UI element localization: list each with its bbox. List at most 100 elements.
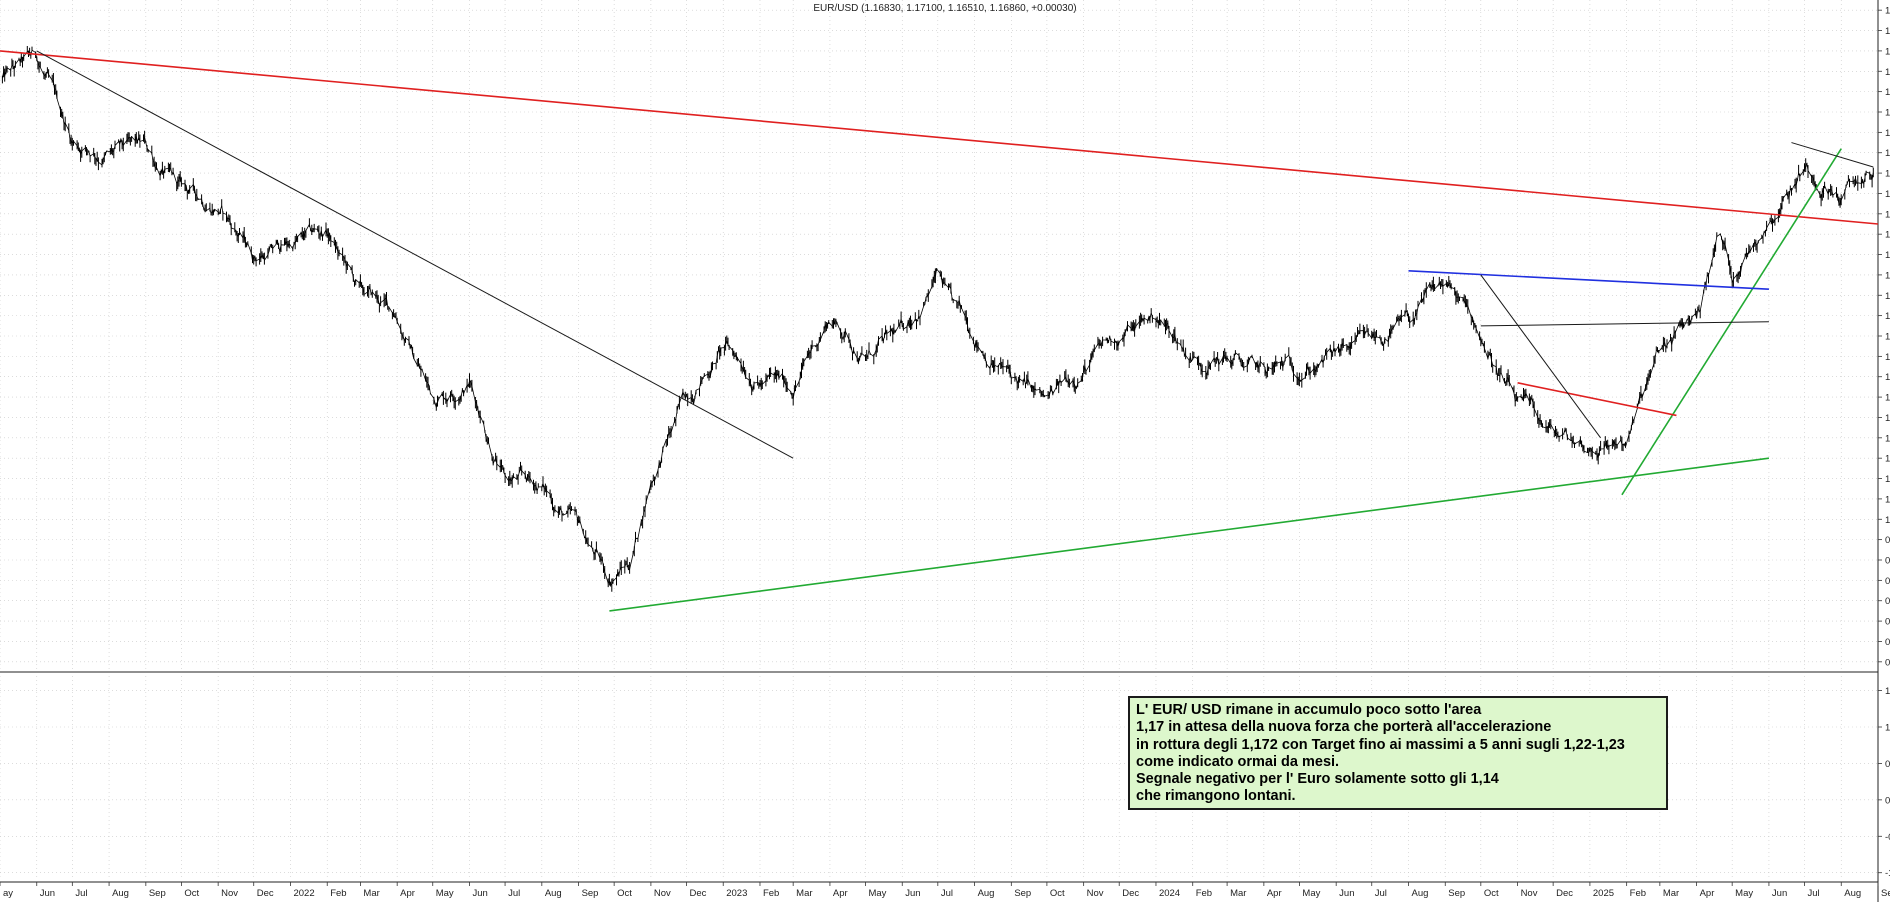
x-tick-label: Sep — [582, 888, 599, 899]
x-tick-label: Mar — [796, 888, 812, 899]
y-tick-label: 1.05 — [1885, 413, 1890, 424]
chart-title: EUR/USD (1.16830, 1.17100, 1.16510, 1.16… — [813, 3, 1076, 14]
trendline — [1517, 382, 1677, 417]
x-tick-label: Oct — [1484, 888, 1499, 899]
y-axis: 0.93 0.94 0.95 0.96 0.97 0.98 0.99 1.00 1.01 1.02… — [1878, 6, 1890, 879]
y-tick-label: 1.0 — [1885, 723, 1890, 734]
x-tick-label: Dec — [1556, 888, 1573, 899]
x-tick-label: Apr — [1267, 888, 1282, 899]
x-tick-label: Jun — [905, 888, 920, 899]
y-tick-label: 1.19 — [1885, 128, 1890, 139]
x-tick-label: Jun — [1339, 888, 1354, 899]
grid — [0, 0, 1879, 880]
y-tick-label: -1.0 — [1885, 868, 1890, 879]
x-tick-label: Sep — [149, 888, 166, 899]
trendline — [1408, 270, 1769, 290]
x-tick-label: Jul — [941, 888, 953, 899]
trendlines — [0, 50, 1879, 612]
x-tick-label: Oct — [1050, 888, 1065, 899]
y-tick-label: 1.09 — [1885, 332, 1890, 343]
x-tick-label: Feb — [1630, 888, 1646, 899]
y-tick-label: 1.01 — [1885, 494, 1890, 505]
y-tick-label: 0.96 — [1885, 596, 1890, 607]
y-tick-label: 1.13 — [1885, 250, 1890, 261]
y-tick-label: 1.17 — [1885, 169, 1890, 180]
x-tick-label: Aug — [112, 888, 129, 899]
x-tick-label: Jun — [1772, 888, 1787, 899]
y-tick-label: 1.03 — [1885, 454, 1890, 465]
x-tick-label: Jul — [1375, 888, 1387, 899]
y-tick-label: 1.5 — [1885, 686, 1890, 697]
y-tick-label: 0.97 — [1885, 576, 1890, 587]
y-tick-label: 1.07 — [1885, 372, 1890, 383]
x-tick-label: Jul — [75, 888, 87, 899]
y-tick-label: 1.12 — [1885, 270, 1890, 281]
y-tick-label: 0.0 — [1885, 795, 1890, 806]
trendline — [1621, 148, 1842, 496]
trendline — [609, 457, 1770, 612]
x-tick-label: Mar — [363, 888, 379, 899]
x-tick-label: ay — [3, 888, 13, 899]
x-tick-label: Aug — [545, 888, 562, 899]
x-tick-label: May — [1302, 888, 1320, 899]
y-tick-label: 0.93 — [1885, 657, 1890, 668]
x-tick-label: Dec — [257, 888, 274, 899]
x-tick-label: Sep — [1448, 888, 1465, 899]
note-line: come indicato ormai da mesi. — [1136, 753, 1340, 770]
y-tick-label: 1.02 — [1885, 474, 1890, 485]
y-tick-label: 1.25 — [1885, 6, 1890, 17]
x-tick-label: Feb — [763, 888, 779, 899]
x-tick-label: May — [1735, 888, 1753, 899]
x-tick-label: Jul — [508, 888, 520, 899]
y-tick-label: 1.23 — [1885, 46, 1890, 57]
note-line: L' EUR/ USD rimane in accumulo poco sott… — [1136, 702, 1482, 718]
x-tick-label: Aug — [1844, 888, 1861, 899]
x-tick-label: Apr — [833, 888, 848, 899]
y-tick-label: 1.14 — [1885, 230, 1890, 241]
y-tick-label: 1.21 — [1885, 87, 1890, 98]
x-tick-label: Jun — [40, 888, 55, 899]
y-tick-label: 0.99 — [1885, 535, 1890, 546]
y-tick-label: 1.06 — [1885, 393, 1890, 404]
y-tick-label: 1.15 — [1885, 209, 1890, 220]
x-tick-label: Feb — [330, 888, 346, 899]
y-tick-label: 0.95 — [1885, 617, 1890, 628]
x-tick-label: Aug — [978, 888, 995, 899]
trendline — [1480, 321, 1769, 327]
y-tick-label: 1.18 — [1885, 148, 1890, 159]
x-tick-label: Oct — [184, 888, 199, 899]
price-bars — [1, 46, 1874, 592]
x-tick-label: May — [868, 888, 886, 899]
trendline — [36, 50, 794, 459]
note-line: 1,17 in attesa della nuova forza che por… — [1136, 719, 1552, 736]
x-tick-label: Nov — [1521, 888, 1538, 899]
y-tick-label: -0.5 — [1885, 832, 1890, 843]
y-tick-label: 1.16 — [1885, 189, 1890, 200]
x-tick-label: May — [436, 888, 454, 899]
y-tick-label: 1.08 — [1885, 352, 1890, 363]
x-tick-label: Apr — [1700, 888, 1715, 899]
x-tick-label: Feb — [1196, 888, 1212, 899]
y-tick-label: 1.24 — [1885, 26, 1890, 37]
x-tick-label: Jul — [1807, 888, 1819, 899]
x-tick-label: Nov — [221, 888, 238, 899]
y-tick-label: 0.98 — [1885, 556, 1890, 567]
trendline — [0, 50, 1879, 225]
y-tick-label: 1.04 — [1885, 433, 1890, 444]
y-tick-label: 0.5 — [1885, 759, 1890, 770]
x-tick-label: Jun — [473, 888, 488, 899]
x-tick-label: Sep — [1881, 888, 1890, 899]
x-tick-label: Mar — [1663, 888, 1679, 899]
y-tick-label: 0.94 — [1885, 637, 1890, 648]
y-tick-label: 1.00 — [1885, 515, 1890, 526]
x-tick-label: 2024 — [1159, 888, 1180, 899]
note-line: in rottura degli 1,172 con Target fino a… — [1136, 736, 1625, 753]
x-tick-label: 2023 — [726, 888, 747, 899]
y-tick-label: 1.22 — [1885, 67, 1890, 78]
x-tick-label: 2025 — [1593, 888, 1614, 899]
y-tick-label: 1.11 — [1885, 291, 1890, 302]
x-tick-label: Dec — [689, 888, 706, 899]
x-tick-label: Dec — [1122, 888, 1139, 899]
